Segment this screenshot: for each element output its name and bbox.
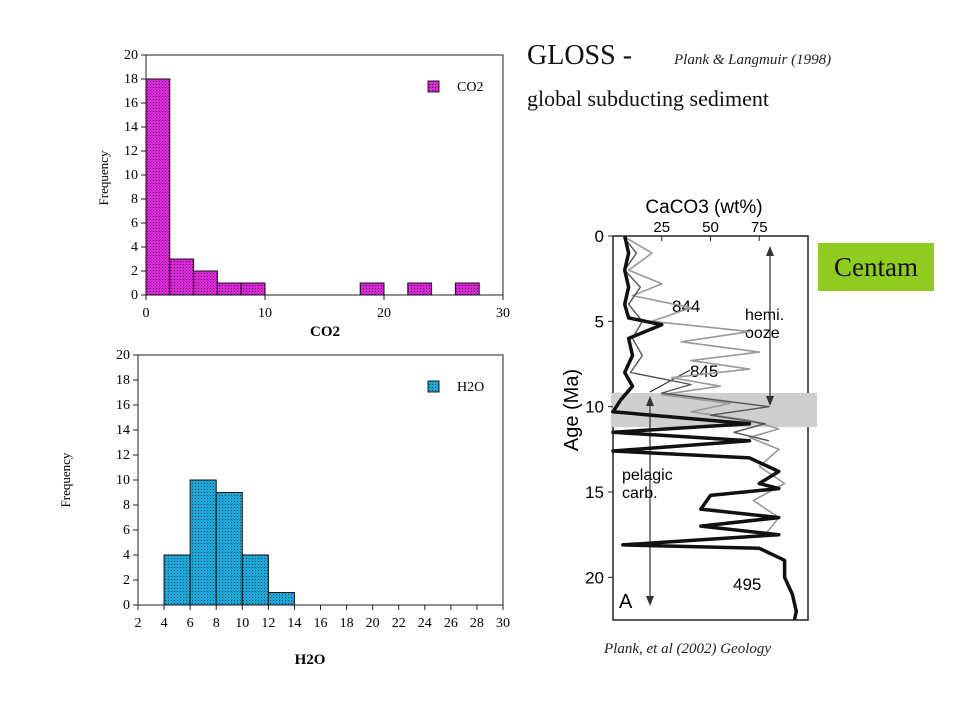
h2o-x-axis-label: H2O xyxy=(295,652,326,668)
series-845-line xyxy=(622,235,770,442)
centam-badge: Centam xyxy=(818,243,934,291)
co2-y-axis-label: Frequency xyxy=(96,150,111,205)
h2o-bar xyxy=(241,554,269,606)
h2o-y-tick-label: 16 xyxy=(116,398,130,413)
co2-x-axis-label: CO2 xyxy=(310,324,340,340)
co2-y-tick-label: 6 xyxy=(131,216,138,231)
co2-legend-swatch xyxy=(427,80,440,93)
label-pelagic: pelagic xyxy=(622,467,673,484)
h2o-bar xyxy=(189,479,217,606)
h2o-legend-label: H2O xyxy=(457,380,484,395)
h2o-x-tick-label: 10 xyxy=(235,616,249,631)
slide-subtitle: global subducting sediment xyxy=(527,86,769,111)
co2-bar xyxy=(216,282,242,296)
co2-bar xyxy=(145,78,171,296)
caco3-age-chart: CaCO3 (wt%) Age (Ma) A 844 845 495 hemi.… xyxy=(561,197,817,621)
h2o-y-tick-label: 14 xyxy=(116,423,130,438)
co2-bar xyxy=(169,258,195,296)
co2-bar xyxy=(193,270,218,296)
h2o-bar xyxy=(163,554,191,606)
hemi-arrow-head-up xyxy=(766,246,774,256)
co2-bar xyxy=(359,282,385,296)
co2-x-tick-label: 0 xyxy=(143,306,150,321)
h2o-x-tick-label: 6 xyxy=(187,616,194,631)
co2-x-tick-label: 30 xyxy=(496,306,510,321)
caco3-x-tick-label: 50 xyxy=(702,219,719,236)
label-845: 845 xyxy=(690,362,718,381)
co2-bar xyxy=(240,282,266,296)
slide-title: GLOSS - xyxy=(527,40,633,71)
caco3-chart-title: CaCO3 (wt%) xyxy=(645,197,762,218)
panel-letter: A xyxy=(619,591,633,613)
label-ooze: ooze xyxy=(745,325,780,342)
co2-y-tick-label: 18 xyxy=(124,72,138,87)
h2o-bar xyxy=(215,492,243,606)
co2-y-tick-label: 14 xyxy=(124,120,138,135)
h2o-x-tick-label: 24 xyxy=(418,616,432,631)
co2-legend-label: CO2 xyxy=(457,80,483,95)
pelagic-arrow-head-down xyxy=(646,596,654,606)
h2o-x-tick-label: 26 xyxy=(444,616,458,631)
h2o-y-tick-label: 20 xyxy=(116,348,130,363)
co2-histogram: Frequency CO2 CO2 0 2 4 6 8 10 12 14 16 18 20 0 10 20… xyxy=(96,48,510,340)
co2-y-tick-label: 4 xyxy=(131,240,138,255)
h2o-legend-swatch xyxy=(427,380,440,393)
age-y-tick-label: 20 xyxy=(585,568,604,587)
co2-plot-area xyxy=(145,54,504,296)
h2o-x-tick-label: 14 xyxy=(287,616,301,631)
h2o-x-tick-label: 22 xyxy=(392,616,406,631)
hemi-arrow-head-down xyxy=(766,396,774,406)
title-citation: Plank & Langmuir (1998) xyxy=(674,52,832,68)
h2o-x-tick-label: 18 xyxy=(340,616,354,631)
h2o-y-tick-label: 8 xyxy=(123,498,130,513)
h2o-x-tick-label: 4 xyxy=(161,616,168,631)
co2-y-tick-label: 0 xyxy=(131,288,138,303)
h2o-x-tick-label: 20 xyxy=(366,616,380,631)
h2o-y-axis-label: Frequency xyxy=(58,452,73,507)
co2-y-tick-label: 16 xyxy=(124,96,138,111)
co2-x-tick-label: 20 xyxy=(377,306,391,321)
age-y-tick-label: 0 xyxy=(595,227,604,246)
h2o-y-tick-label: 2 xyxy=(123,573,130,588)
h2o-y-tick-label: 0 xyxy=(123,598,130,613)
age-y-tick-label: 10 xyxy=(585,398,604,417)
h2o-x-tick-label: 16 xyxy=(314,616,328,631)
h2o-x-tick-label: 30 xyxy=(496,616,510,631)
co2-x-tick-label: 10 xyxy=(258,306,272,321)
label-carb: carb. xyxy=(622,485,658,502)
co2-y-tick-label: 2 xyxy=(131,264,138,279)
co2-y-tick-label: 20 xyxy=(124,48,138,63)
label-495: 495 xyxy=(733,575,761,594)
h2o-y-tick-label: 4 xyxy=(123,548,130,563)
h2o-y-tick-label: 10 xyxy=(116,473,130,488)
h2o-bar xyxy=(267,592,295,606)
figure-citation: Plank, et al (2002) Geology xyxy=(604,641,772,657)
caco3-x-tick-label: 25 xyxy=(653,219,670,236)
series-495-line xyxy=(611,235,799,621)
co2-y-tick-label: 12 xyxy=(124,144,138,159)
age-y-tick-label: 15 xyxy=(585,483,604,502)
h2o-y-tick-label: 18 xyxy=(116,373,130,388)
h2o-y-tick-label: 12 xyxy=(116,448,130,463)
co2-y-tick-label: 8 xyxy=(131,192,138,207)
co2-y-tick-label: 10 xyxy=(124,168,138,183)
h2o-x-tick-label: 12 xyxy=(261,616,275,631)
h2o-x-tick-label: 8 xyxy=(213,616,220,631)
co2-bar xyxy=(454,282,480,296)
h2o-x-tick-label: 28 xyxy=(470,616,484,631)
caco3-x-tick-label: 75 xyxy=(751,219,768,236)
co2-bar xyxy=(407,282,433,296)
caco3-plot-area xyxy=(612,235,809,621)
label-hemi: hemi. xyxy=(745,307,784,324)
h2o-x-tick-label: 2 xyxy=(135,616,142,631)
h2o-y-tick-label: 6 xyxy=(123,523,130,538)
age-axis-label: Age (Ma) xyxy=(561,369,583,451)
age-y-tick-label: 5 xyxy=(595,312,604,331)
pelagic-arrow-head-up xyxy=(646,396,654,406)
